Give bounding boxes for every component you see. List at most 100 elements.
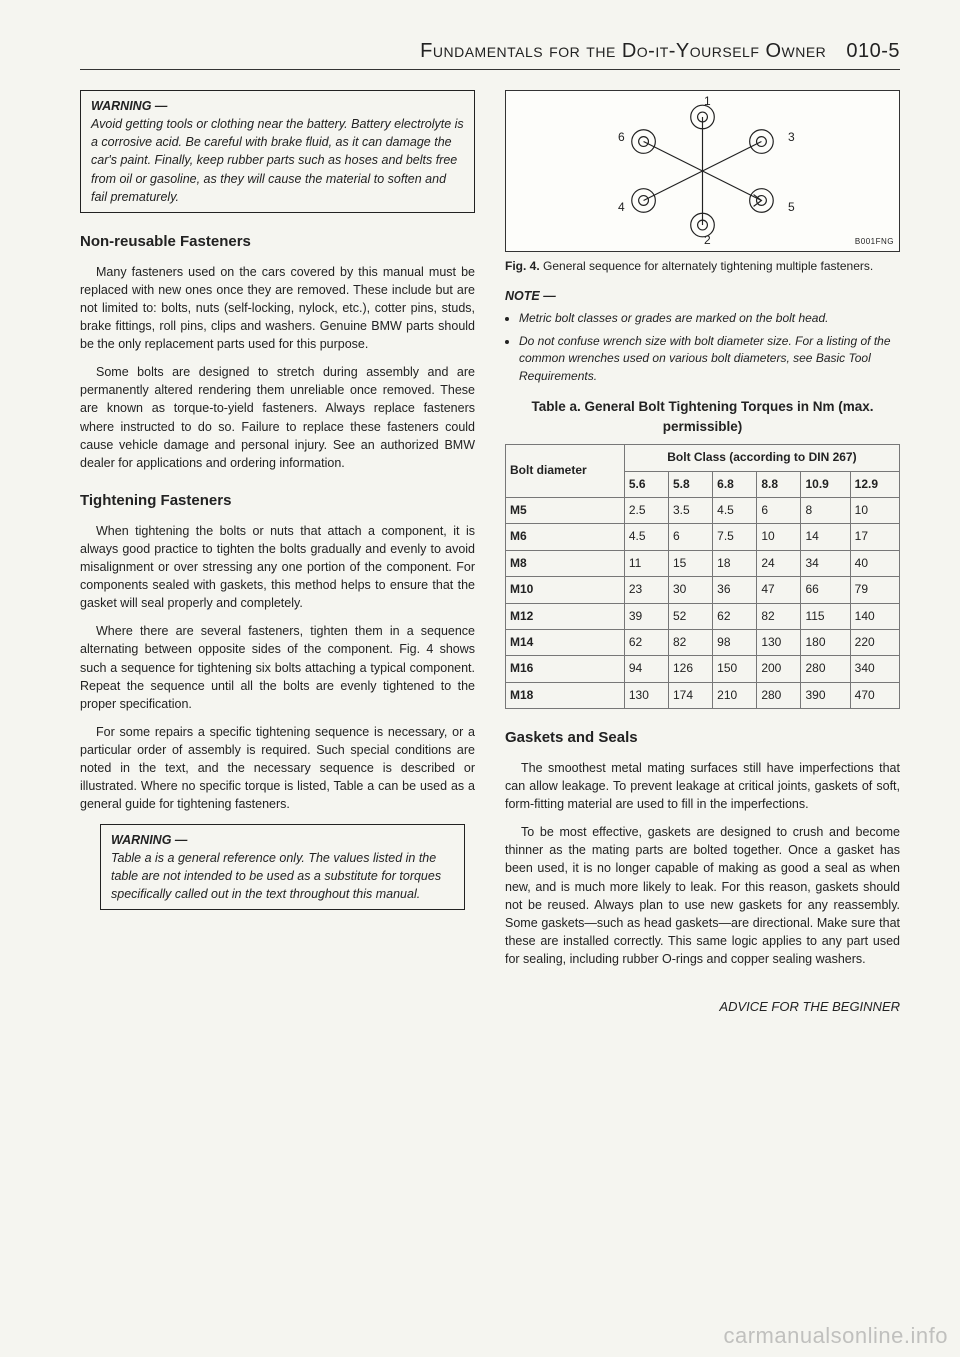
table-cell: 62 [624, 629, 668, 655]
table-title: Table a. General Bolt Tightening Torques… [505, 397, 900, 436]
header-title: Fundamentals for the Do-it-Yourself Owne… [420, 40, 826, 62]
table-row: M10233036476679 [506, 577, 900, 603]
figure-caption-text: General sequence for alternately tighten… [543, 259, 873, 273]
fig-num-1: 1 [704, 93, 711, 110]
two-column-layout: WARNING — Avoid getting tools or clothin… [80, 90, 900, 1017]
table-cell: 210 [713, 682, 757, 708]
torque-table: Bolt diameter Bolt Class (according to D… [505, 444, 900, 709]
table-cell-diameter: M12 [506, 603, 625, 629]
table-col: 5.8 [669, 471, 713, 497]
table-cell: 8 [801, 497, 850, 523]
table-row: M8111518243440 [506, 550, 900, 576]
left-column: WARNING — Avoid getting tools or clothin… [80, 90, 475, 1017]
table-cell: 126 [669, 656, 713, 682]
section-nonreusable-title: Non-reusable Fasteners [80, 231, 475, 253]
table-cell-diameter: M5 [506, 497, 625, 523]
warning-text: Table a is a general reference only. The… [111, 849, 454, 903]
paragraph: Many fasteners used on the cars covered … [80, 263, 475, 354]
table-cell: 47 [757, 577, 801, 603]
table-cell: 6 [669, 524, 713, 550]
table-cell-diameter: M18 [506, 682, 625, 708]
table-cell: 470 [850, 682, 899, 708]
table-col: 10.9 [801, 471, 850, 497]
page-header: Fundamentals for the Do-it-Yourself Owne… [80, 40, 900, 70]
paragraph: To be most effective, gaskets are design… [505, 823, 900, 968]
table-row: M52.53.54.56810 [506, 497, 900, 523]
table-cell: 15 [669, 550, 713, 576]
table-cell: 94 [624, 656, 668, 682]
page: Fundamentals for the Do-it-Yourself Owne… [0, 0, 960, 1357]
table-cell: 14 [801, 524, 850, 550]
table-cell: 30 [669, 577, 713, 603]
table-cell: 82 [757, 603, 801, 629]
warning-label: WARNING — [111, 831, 454, 849]
table-cell: 10 [850, 497, 899, 523]
table-cell: 79 [850, 577, 899, 603]
warning-label: WARNING — [91, 97, 464, 115]
table-cell: 40 [850, 550, 899, 576]
watermark: carmanualsonline.info [723, 1323, 948, 1349]
table-cell: 62 [713, 603, 757, 629]
table-cell: 3.5 [669, 497, 713, 523]
fig-num-5: 5 [788, 199, 795, 216]
paragraph: Some bolts are designed to stretch durin… [80, 363, 475, 472]
table-cell: 17 [850, 524, 899, 550]
table-cell: 280 [801, 656, 850, 682]
table-cell: 280 [757, 682, 801, 708]
table-cell: 24 [757, 550, 801, 576]
fig-num-6: 6 [618, 129, 625, 146]
note-list: Metric bolt classes or grades are marked… [519, 310, 900, 386]
warning-box-2: WARNING — Table a is a general reference… [100, 824, 465, 911]
table-col: 8.8 [757, 471, 801, 497]
table-cell-diameter: M10 [506, 577, 625, 603]
table-cell: 140 [850, 603, 899, 629]
table-col: 12.9 [850, 471, 899, 497]
right-column: 1 3 5 2 4 6 B001FNG Fig. 4. General sequ… [505, 90, 900, 1017]
table-cell-diameter: M16 [506, 656, 625, 682]
table-cell: 52 [669, 603, 713, 629]
table-cell: 174 [669, 682, 713, 708]
note-item: Metric bolt classes or grades are marked… [519, 310, 900, 327]
table-col: 5.6 [624, 471, 668, 497]
figure-4-diagram: 1 3 5 2 4 6 B001FNG [505, 90, 900, 252]
table-cell: 98 [713, 629, 757, 655]
table-cell: 180 [801, 629, 850, 655]
section-gaskets-title: Gaskets and Seals [505, 727, 900, 749]
figure-caption-label: Fig. 4. [505, 259, 540, 273]
table-cell: 6 [757, 497, 801, 523]
table-cell: 390 [801, 682, 850, 708]
header-pagenum: 010-5 [846, 40, 900, 62]
fig-num-4: 4 [618, 199, 625, 216]
table-cell: 18 [713, 550, 757, 576]
table-cell: 4.5 [624, 524, 668, 550]
table-cell-diameter: M14 [506, 629, 625, 655]
table-cell: 130 [757, 629, 801, 655]
section-tightening-title: Tightening Fasteners [80, 490, 475, 512]
table-cell: 39 [624, 603, 668, 629]
table-cell: 150 [713, 656, 757, 682]
bolt-pattern-svg [506, 91, 899, 251]
note-label: NOTE — [505, 287, 900, 305]
table-row-superhead: Bolt diameter Bolt Class (according to D… [506, 445, 900, 471]
fig-num-2: 2 [704, 232, 711, 249]
paragraph: When tightening the bolts or nuts that a… [80, 522, 475, 613]
table-col-bolt-diameter: Bolt diameter [506, 445, 625, 498]
table-row: M18130174210280390470 [506, 682, 900, 708]
paragraph: For some repairs a specific tightening s… [80, 723, 475, 814]
table-row: M14628298130180220 [506, 629, 900, 655]
table-cell: 115 [801, 603, 850, 629]
footer-advice: ADVICE FOR THE BEGINNER [505, 998, 900, 1017]
table-cell: 66 [801, 577, 850, 603]
table-cell: 130 [624, 682, 668, 708]
table-cell-diameter: M6 [506, 524, 625, 550]
table-row: M64.567.5101417 [506, 524, 900, 550]
table-cell: 10 [757, 524, 801, 550]
table-cell: 23 [624, 577, 668, 603]
figure-caption: Fig. 4. General sequence for alternately… [505, 258, 900, 275]
table-cell: 4.5 [713, 497, 757, 523]
warning-text: Avoid getting tools or clothing near the… [91, 115, 464, 206]
table-cell: 34 [801, 550, 850, 576]
table-row: M1239526282115140 [506, 603, 900, 629]
paragraph: The smoothest metal mating surfaces stil… [505, 759, 900, 813]
table-cell: 200 [757, 656, 801, 682]
